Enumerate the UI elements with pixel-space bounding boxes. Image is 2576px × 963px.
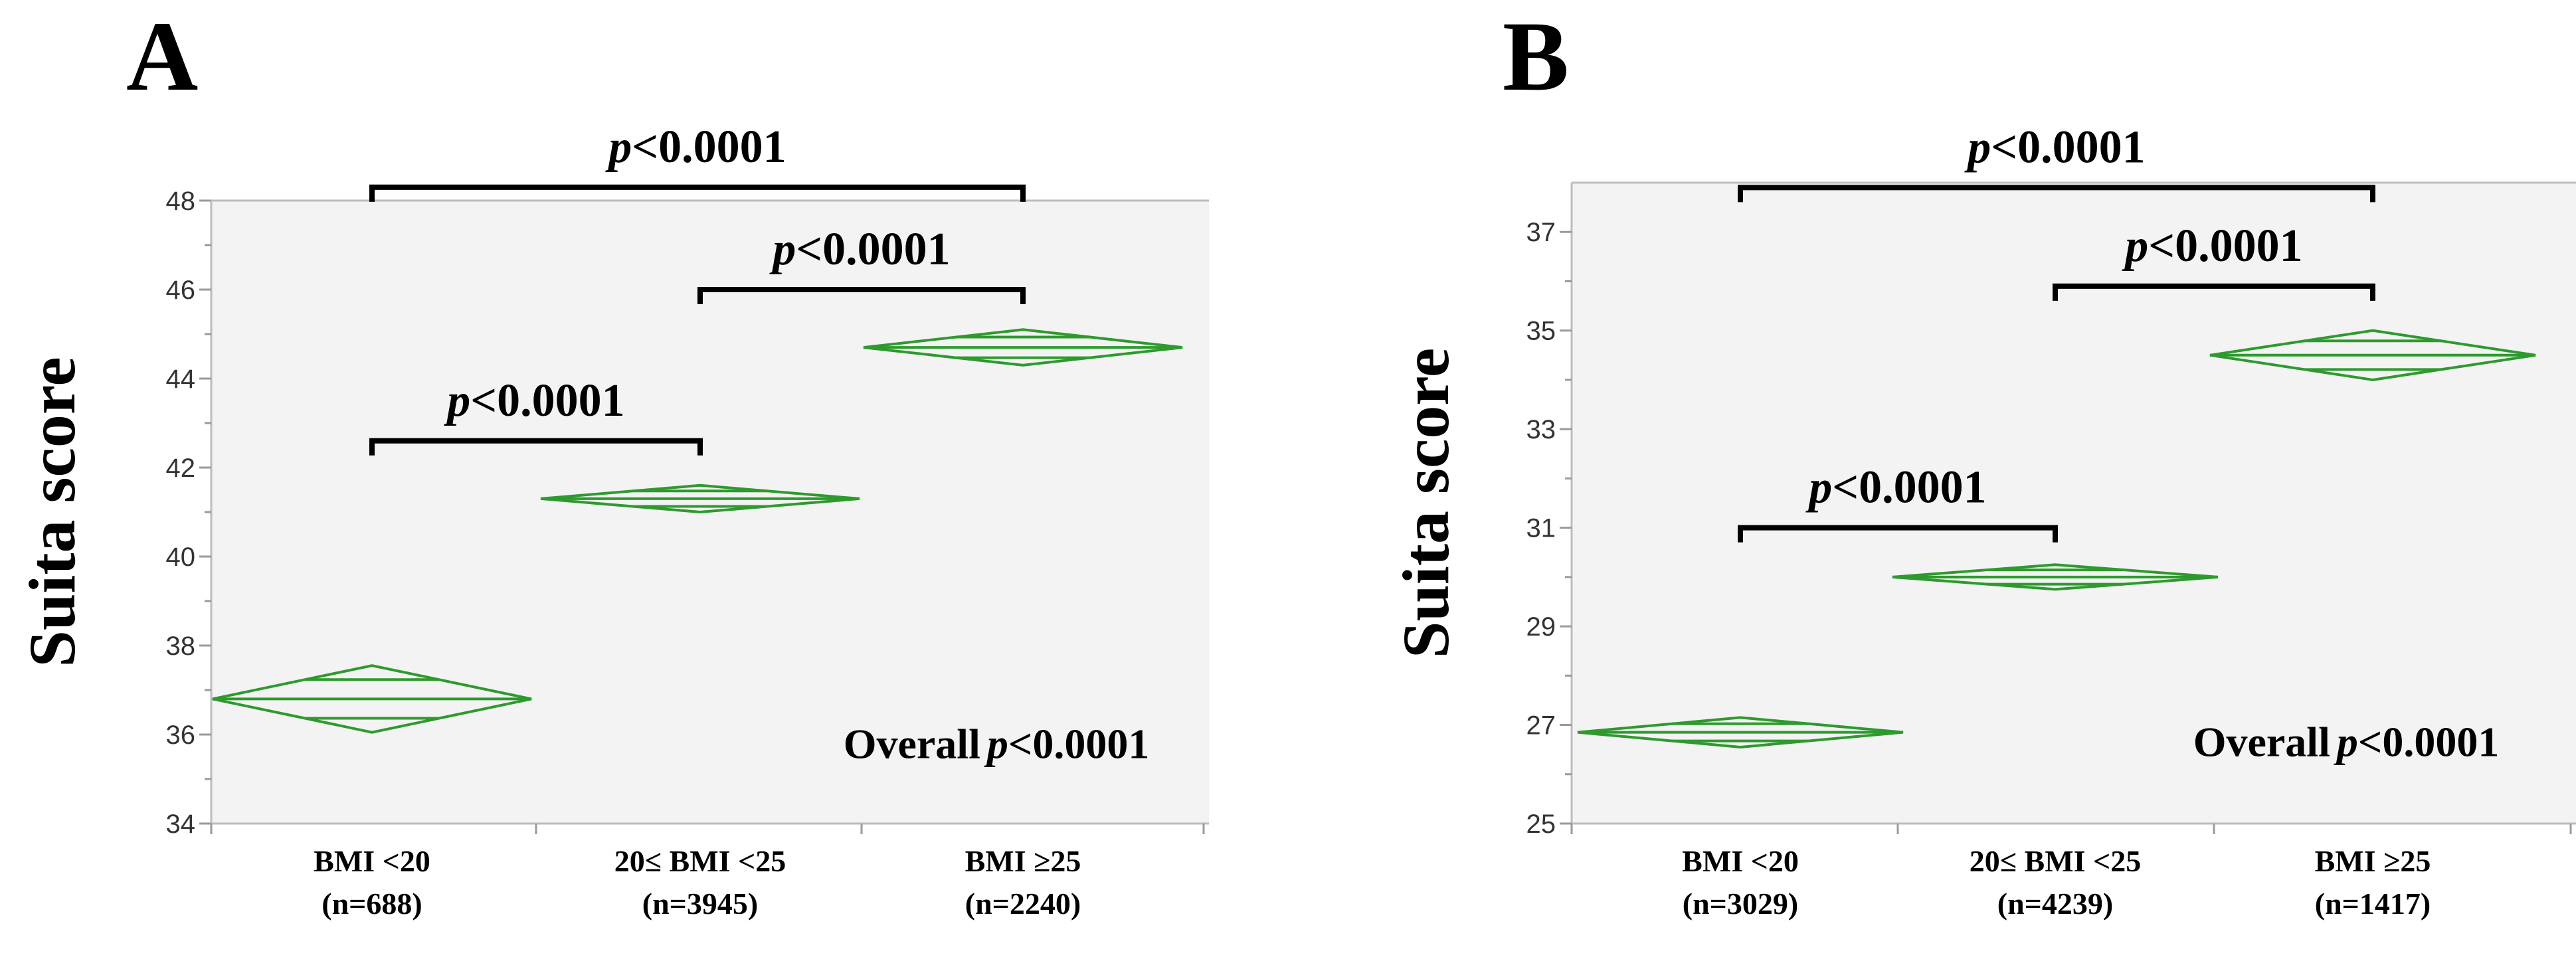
y-tick-label: 34 [166, 810, 196, 839]
p-symbol: p [1964, 122, 1991, 173]
y-tick-label: 29 [1526, 612, 1556, 642]
p-threshold: <0.0001 [1008, 721, 1149, 768]
x-category-label: BMI <20 [1682, 844, 1799, 878]
panel-letter: A [126, 1, 198, 112]
p-threshold: <0.0001 [470, 375, 624, 426]
y-tick-label: 46 [166, 276, 196, 305]
comparison-bracket [1738, 525, 2058, 543]
comparison-bracket [369, 184, 1026, 202]
panel-letter: B [1503, 1, 1569, 112]
mean-diamond [1577, 716, 1904, 748]
x-category-n-label: (n=4239) [1997, 887, 2113, 920]
x-category-label: BMI ≥25 [2315, 844, 2431, 878]
p-threshold: <0.0001 [1991, 122, 2145, 173]
y-tick-label: 35 [1526, 317, 1556, 346]
y-tick-label: 36 [166, 721, 196, 750]
comparison-bracket [2053, 283, 2375, 301]
comparison-bracket [1738, 185, 2375, 203]
overall-prefix: Overall [844, 721, 980, 768]
x-category-n-label: (n=688) [322, 887, 422, 920]
comparison-p-value: p<0.0001 [1964, 122, 2145, 173]
y-tick-label: 38 [166, 632, 196, 661]
comparison-p-value: p<0.0001 [2122, 220, 2302, 272]
y-tick-label: 44 [166, 365, 196, 394]
p-symbol: p [444, 375, 470, 426]
y-tick-label: 48 [166, 187, 196, 216]
mean-diamond [540, 483, 860, 514]
x-category-label: 20≤ BMI <25 [614, 844, 786, 878]
overall-p-value: Overall p<0.0001 [844, 721, 1150, 768]
p-threshold: <0.0001 [2148, 220, 2302, 272]
y-tick-label: 33 [1526, 415, 1556, 444]
y-tick-label: 31 [1526, 514, 1556, 543]
y-tick-label: 42 [166, 454, 196, 483]
x-category-n-label: (n=3945) [642, 887, 758, 920]
comparison-p-value: p<0.0001 [605, 122, 786, 173]
y-tick-label: 37 [1526, 218, 1556, 247]
x-category-n-label: (n=2240) [965, 887, 1081, 920]
panel-b: B Suita score 25 27 29 31 33 35 37 BMI <20 (n=3029… [1389, 1, 2576, 920]
p-symbol: p [1805, 462, 1832, 513]
p-threshold: <0.0001 [796, 224, 950, 275]
y-tick-label: 25 [1526, 810, 1556, 839]
comparison-p-value: p<0.0001 [444, 375, 624, 426]
mean-diamond [863, 328, 1183, 367]
mean-diamond [1892, 563, 2219, 591]
y-tick-label: 40 [166, 543, 196, 572]
comparison-p-value: p<0.0001 [1805, 462, 1986, 513]
p-threshold: <0.0001 [1832, 462, 1986, 513]
y-tick-label: 27 [1526, 711, 1556, 741]
mean-diamond [2209, 329, 2536, 381]
x-category-label: BMI <20 [314, 844, 430, 878]
p-symbol: p [605, 122, 632, 173]
x-category-n-label: (n=1417) [2315, 887, 2431, 920]
p-symbol: p [2122, 220, 2148, 272]
comparison-bracket [697, 287, 1026, 304]
p-symbol: p [2334, 719, 2358, 766]
comparison-bracket [369, 438, 703, 456]
x-category-n-label: (n=3029) [1683, 887, 1798, 920]
y-axis-label: Suita score [15, 357, 89, 667]
x-category-label: BMI ≥25 [965, 844, 1081, 878]
mean-diamond [212, 664, 532, 734]
p-threshold: <0.0001 [2358, 719, 2499, 766]
x-category-label: 20≤ BMI <25 [1970, 844, 2141, 878]
panel-a: A Suita score 34 36 38 40 42 44 46 48 BMI <20 (n=68… [15, 1, 1209, 920]
p-symbol: p [769, 224, 796, 275]
comparison-p-value: p<0.0001 [769, 224, 950, 275]
y-axis-label: Suita score [1389, 348, 1463, 659]
overall-p-value: Overall p<0.0001 [2193, 719, 2500, 766]
p-threshold: <0.0001 [632, 122, 786, 173]
p-symbol: p [984, 721, 1008, 768]
overall-prefix: Overall [2193, 719, 2330, 766]
